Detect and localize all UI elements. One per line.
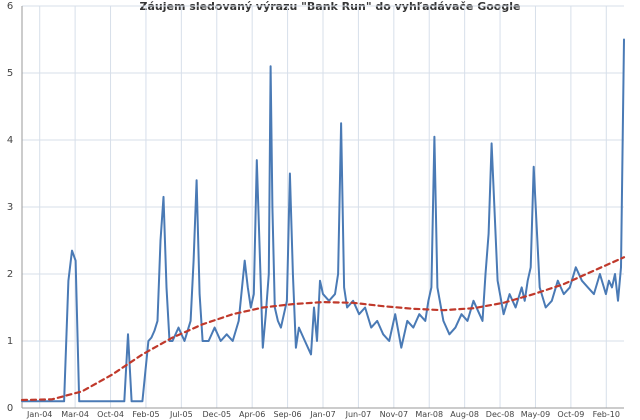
x-tick-label: Aug-08 [450, 410, 479, 419]
y-tick-label: 4 [7, 135, 13, 146]
y-tick-label: 2 [7, 269, 13, 280]
y-tick-label: 3 [7, 202, 13, 213]
x-tick-label: May-09 [521, 410, 550, 419]
y-tick-label: 0 [7, 403, 13, 414]
x-tick-label: Feb-10 [593, 410, 620, 419]
series-layer [20, 38, 626, 403]
x-tick-label: Feb-05 [132, 410, 159, 419]
y-tick-label: 1 [7, 336, 13, 347]
x-tick-label: Mar-04 [61, 410, 89, 419]
trend-line [20, 256, 626, 402]
x-tick-label: Jan-07 [309, 410, 335, 419]
x-tick-label: Dec-05 [202, 410, 231, 419]
x-tick-label: Nov-07 [380, 410, 408, 419]
x-tick-label: Jan-04 [26, 410, 52, 419]
x-tick-label: Oct-09 [557, 410, 584, 419]
x-tick-label: Apr-06 [239, 410, 265, 419]
x-tick-label: Oct-04 [97, 410, 124, 419]
x-tick-label: Jul-05 [169, 410, 193, 419]
y-tick-label: 5 [7, 68, 13, 79]
x-tick-label: Jun-07 [345, 410, 372, 419]
y-tick-label: 6 [7, 1, 13, 12]
x-tick-label: Sep-06 [274, 410, 302, 419]
x-tick-label: Mar-08 [415, 410, 443, 419]
x-tick-label: Dec-08 [486, 410, 515, 419]
gridlines [22, 5, 624, 409]
axes: 0 1 2 3 4 5 6 Jan-04 Mar-04 Oct-04 Feb-05 Jul-05 Dec… [7, 1, 624, 419]
